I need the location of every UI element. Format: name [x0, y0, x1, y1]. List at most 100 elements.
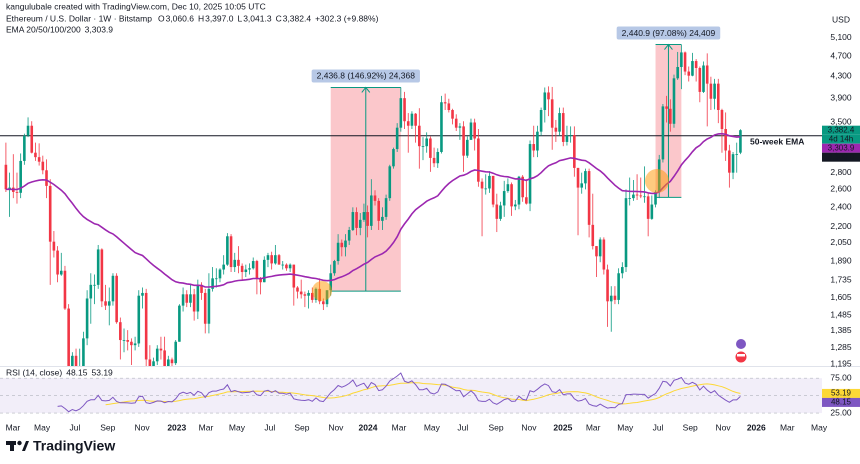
candle-body: [336, 242, 340, 262]
y-tick-label: 1,285: [830, 342, 852, 352]
candle-body: [425, 138, 428, 147]
legend-text: L: [237, 13, 242, 23]
candle-body: [554, 127, 558, 132]
candle-body: [82, 338, 85, 366]
candle-body: [580, 183, 584, 188]
candle-body: [613, 295, 617, 300]
candle-body: [8, 187, 11, 190]
candle-body: [299, 291, 303, 295]
x-tick-label: Sep: [294, 422, 309, 432]
ema-annotation: 50-week EMA: [750, 137, 804, 147]
candle-body: [635, 194, 639, 196]
measure-arrow-head: [664, 43, 673, 50]
legend-text: 53.19: [92, 367, 114, 377]
candle-body: [262, 259, 266, 283]
candle-body: [322, 301, 325, 305]
ema-price-label: 3,303.9: [828, 143, 855, 152]
candle-body: [484, 188, 488, 190]
candle-body: [609, 295, 613, 302]
x-tick-label: Nov: [521, 422, 537, 432]
candle-body: [462, 126, 465, 156]
candle-body: [713, 83, 716, 99]
candle-body: [573, 135, 576, 168]
candle-body: [303, 294, 307, 296]
candle-body: [624, 198, 628, 268]
candle-body: [237, 259, 240, 266]
candle-body: [144, 292, 148, 360]
y-tick-label: 1,605: [830, 292, 852, 302]
candle-body: [510, 184, 513, 207]
legend-text: 3,382.4: [283, 13, 312, 23]
candle-body: [687, 71, 691, 76]
candle-body: [37, 157, 41, 162]
candle-body: [30, 125, 34, 153]
candle-body: [602, 239, 606, 270]
countdown-label: 4d 14h: [829, 134, 853, 143]
candle-body: [41, 161, 45, 171]
y-tick-label: 1,385: [830, 325, 852, 335]
candle-body: [170, 359, 174, 364]
x-tick-label: Nov: [135, 422, 151, 432]
y-tick-label: 4,700: [830, 50, 852, 60]
candle-body: [584, 171, 587, 184]
x-tick-label: Jul: [653, 422, 664, 432]
candle-body: [274, 255, 277, 264]
candle-body: [355, 212, 358, 228]
x-tick-label: Jul: [264, 422, 275, 432]
candle-body: [163, 350, 166, 366]
candle-body: [724, 129, 727, 151]
candle-body: [683, 52, 687, 72]
rsi-tick-label: 75.00: [830, 372, 852, 382]
x-tick-label: May: [424, 422, 441, 432]
x-tick-label: Jul: [69, 422, 80, 432]
x-tick-label: 2026: [747, 422, 766, 432]
candle-body: [4, 164, 8, 190]
measure-label: 2,436.8 (146.92%) 24,368: [317, 71, 416, 81]
rsi-value-bg: [822, 388, 860, 398]
x-tick-label: Sep: [100, 422, 115, 432]
candle-body: [347, 229, 351, 241]
candle-body: [107, 301, 111, 306]
candle-body: [148, 359, 152, 366]
candle-body: [358, 219, 362, 228]
candle-body: [48, 185, 52, 242]
candle-body: [421, 146, 425, 147]
candle-body: [698, 67, 702, 92]
y-tick-label: 2,600: [830, 184, 852, 194]
candle-body: [288, 264, 292, 269]
candle-body: [233, 259, 237, 268]
candle-body: [550, 99, 554, 128]
event-icon: [734, 350, 748, 364]
candle-body: [661, 106, 665, 160]
x-tick-label: May: [617, 422, 634, 432]
candle-body: [403, 98, 406, 122]
countdown-label-bg: [822, 134, 860, 144]
candle-body: [473, 122, 476, 139]
y-tick-label: 2,200: [830, 221, 852, 231]
candle-body: [621, 267, 624, 274]
legend-text: 3,303.9: [85, 24, 114, 34]
candle-body: [45, 170, 48, 186]
candle-body: [377, 200, 381, 221]
y-tick-label: 4,300: [830, 70, 852, 80]
candle-body: [189, 294, 192, 303]
candle-body: [536, 131, 539, 151]
legend-text: 48.15: [66, 367, 88, 377]
candle-body: [547, 92, 550, 100]
last-price-label-bg: [822, 125, 860, 135]
candle-body: [694, 61, 698, 68]
candle-body: [410, 113, 414, 126]
candle-body: [74, 355, 78, 366]
candle-body: [259, 278, 262, 283]
candle-body: [477, 138, 480, 182]
y-tick-label: 2,050: [830, 237, 852, 247]
event-icon-detail: [737, 354, 745, 357]
rsi-ma-line: [105, 382, 741, 406]
candle-body: [739, 130, 742, 153]
candle-body: [366, 212, 369, 226]
candle-body: [181, 294, 185, 306]
candle-body: [211, 278, 214, 289]
candle-body: [344, 240, 347, 248]
candle-body: [292, 264, 296, 288]
